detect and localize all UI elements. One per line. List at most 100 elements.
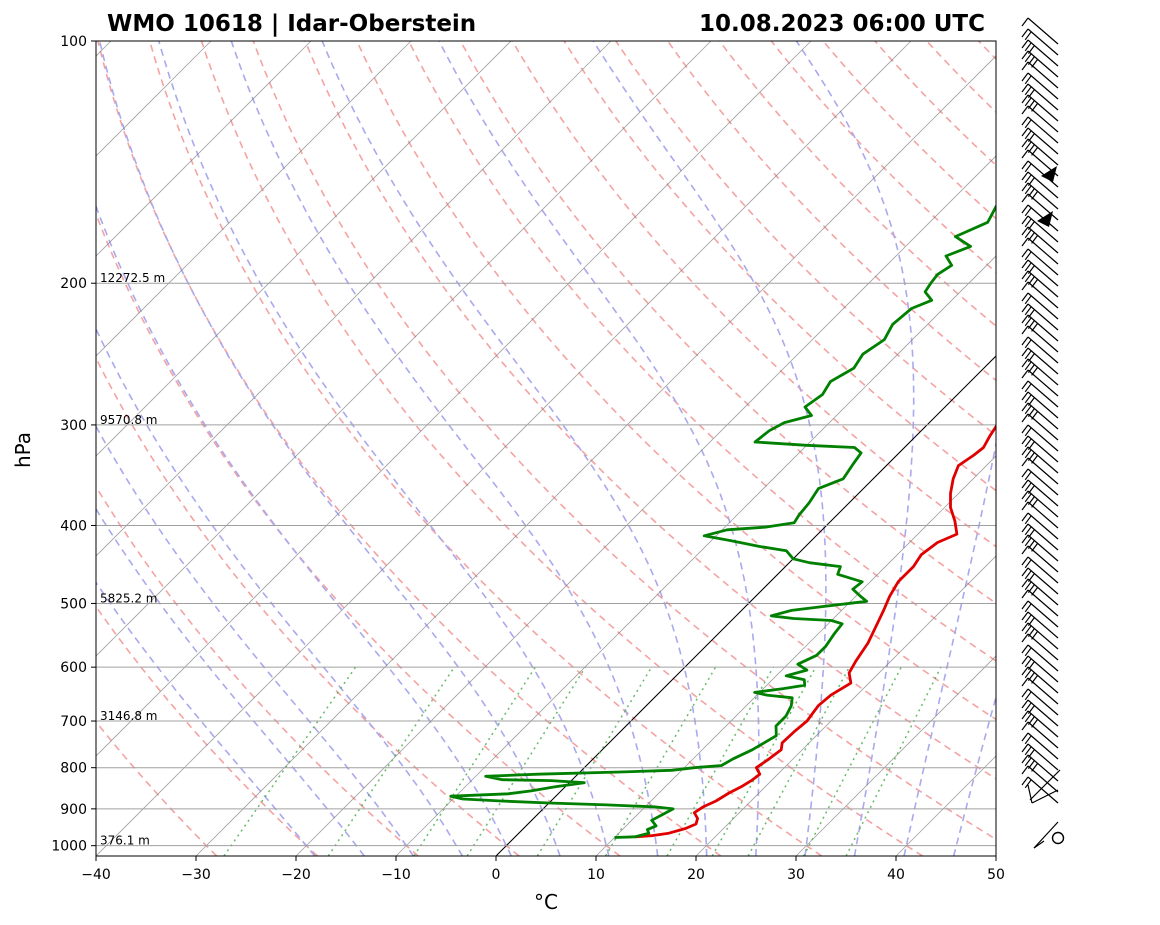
wind-barb-feather [1024, 42, 1032, 52]
moist-adiabat [96, 203, 512, 856]
wind-barb-feather [1024, 75, 1032, 85]
wind-barb [1021, 105, 1059, 133]
dry-adiabat [304, 41, 996, 780]
mixing-ratio-line [327, 666, 455, 856]
chart-title-datetime: 10.08.2023 06:00 UTC [699, 11, 985, 37]
mixing-ratio-line [536, 666, 653, 856]
wind-barb-feather [1024, 141, 1032, 151]
wind-barb-feather [1021, 336, 1029, 346]
wind-barb-feather [1027, 784, 1033, 804]
wind-barb-feather [1021, 688, 1029, 698]
wind-barb-feather [1024, 273, 1032, 283]
wind-barb [1021, 501, 1059, 529]
dry-adiabat [718, 41, 996, 328]
wind-barb-feather [1024, 559, 1032, 569]
height-labels: 12272.5 m 9570.8 m 5825.2 m 3146.8 m 376.1 m [100, 271, 165, 847]
wind-barb-staff [1027, 589, 1059, 617]
y-axis-label: hPa [11, 432, 35, 468]
wind-barb-staff [1027, 688, 1059, 716]
dry-adiabat [407, 41, 996, 662]
wind-barb-feather [1021, 116, 1029, 126]
wind-barb-feather [1021, 622, 1029, 632]
wind-barb-staff [1027, 666, 1059, 694]
wind-barb-feather [1024, 207, 1032, 217]
mixing-ratio-line [223, 666, 357, 856]
wind-barb [1021, 28, 1059, 56]
wind-barb [1021, 644, 1059, 672]
wind-barb-feather [1024, 614, 1032, 624]
isotherm [495, 355, 996, 856]
background-lines [96, 41, 1160, 856]
moist-adiabat [96, 581, 316, 856]
x-tick-label: 0 [492, 867, 501, 883]
wind-barb-staff [1027, 435, 1059, 463]
y-tick-label: 300 [60, 418, 87, 434]
wind-barb-feather [1024, 482, 1032, 492]
height-label: 376.1 m [100, 834, 150, 848]
zero-isotherm [495, 355, 996, 856]
wind-barb-pennant [1037, 211, 1053, 227]
wind-barb [1021, 336, 1059, 364]
wind-barb-feather [1021, 160, 1029, 170]
wind-barb-staff [1027, 259, 1059, 287]
wind-barb-staff [1027, 72, 1059, 100]
wind-barb-staff [1027, 116, 1059, 144]
wind-barb [1021, 556, 1059, 584]
wind-barb-feather [1024, 647, 1032, 657]
dry-adiabat [459, 41, 996, 605]
moist-adiabat [158, 41, 610, 856]
wind-barb-feather [1021, 457, 1029, 467]
wind-barb-staff [1027, 303, 1059, 331]
wind-barb [1021, 776, 1059, 804]
wind-barb-feather [1021, 501, 1029, 511]
moist-adiabat [98, 41, 561, 856]
dry-adiabat [96, 485, 419, 856]
wind-barb-feather [1021, 72, 1029, 82]
wind-barb-feather [1021, 303, 1029, 313]
isotherm [96, 41, 812, 757]
wind-barb-feather [1021, 556, 1029, 566]
wind-barb-staff [1027, 237, 1059, 265]
wind-barb-feather [1024, 702, 1032, 712]
wind-barb-feather [1021, 732, 1029, 742]
y-tick-label: 1000 [51, 839, 87, 855]
wind-barb-feather [1024, 97, 1032, 107]
wind-barb [1021, 600, 1059, 628]
wind-barb-staff [1027, 28, 1059, 56]
wind-barb-feather [1021, 138, 1029, 148]
wind-barb-staff [1027, 347, 1059, 375]
wind-barb [1021, 545, 1059, 573]
height-label: 12272.5 m [100, 271, 165, 285]
wind-barb-feather [1024, 174, 1032, 184]
mixing-ratio-line [604, 666, 717, 856]
wind-barb-feather [1024, 735, 1032, 745]
dry-adiabat [97, 41, 722, 856]
dry-adiabat [563, 41, 996, 492]
mixing-ratio-line [845, 666, 942, 856]
wind-barb-feather [1021, 270, 1029, 280]
dry-adiabat [96, 211, 621, 856]
wind-barb [1021, 413, 1059, 441]
wind-barb-staff [1027, 127, 1059, 155]
wind-barb-feather [1024, 218, 1032, 228]
wind-barb-feather [1024, 603, 1032, 613]
wind-barb-feather [1021, 721, 1029, 731]
isotherm [96, 41, 312, 257]
wind-barb-feather [1021, 512, 1029, 522]
dry-adiabat [1134, 41, 1160, 856]
wind-barb-staff [1027, 567, 1059, 595]
y-tick-label: 100 [60, 34, 87, 50]
wind-barb-feather [1021, 611, 1029, 621]
wind-barb [1021, 72, 1059, 100]
wind-barb-staff [1027, 699, 1059, 727]
dry-adiabat [252, 41, 996, 841]
dry-adiabat [874, 41, 996, 167]
wind-barb-staff [1027, 534, 1059, 562]
dry-adiabat [822, 41, 996, 220]
x-tick-label: 40 [887, 867, 905, 883]
isotherm [96, 41, 512, 457]
x-tick-label: 20 [687, 867, 705, 883]
mixing-ratio-line [666, 666, 774, 856]
wind-barb-staff [1027, 292, 1059, 320]
wind-barb-staff [1027, 270, 1059, 298]
